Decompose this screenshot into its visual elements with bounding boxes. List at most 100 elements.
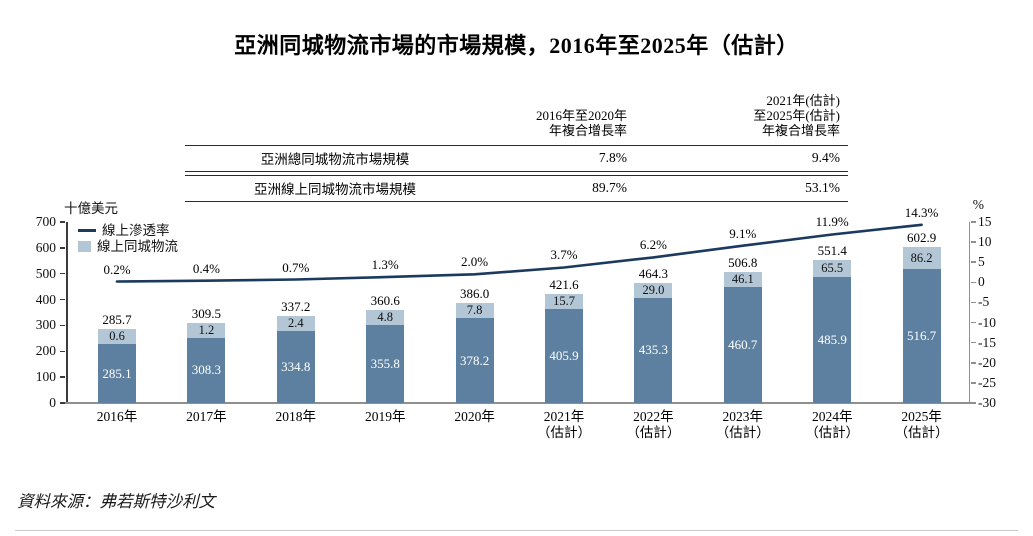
bar-segment-offline: 485.9 [813,277,852,403]
penetration-rate-label: 0.7% [282,259,310,275]
x-axis-category-label: 2024年 （估計） [805,409,860,440]
bar-total-label: 360.6 [370,292,400,308]
bar-offline-value-label: 334.8 [281,358,311,374]
right-axis-tick-label: -15 [978,334,996,350]
bar-offline-value-label: 285.1 [102,365,132,381]
x-axis-category-label: 2016年 [96,409,138,424]
right-axis-tick [971,281,976,284]
penetration-rate-label: 6.2% [639,237,667,253]
x-axis-category-label: 2020年 [454,409,495,424]
penetration-rate-line [115,223,923,283]
bar-segment-offline: 355.8 [366,324,405,403]
stacked-bar: 435.3 29.0 [634,282,673,403]
bar-offline-value-label: 460.7 [728,336,758,352]
source-note: 資料來源：弗若斯特沙利文 [17,492,215,511]
right-axis-tick [971,321,976,324]
legend-label: 線上同城物流 [97,239,178,254]
bar-online-value-label: 7.8 [466,303,483,318]
right-axis-title: % [972,197,984,212]
bar-segment-offline: 334.8 [276,330,315,403]
bar-segment-offline: 516.7 [902,269,941,403]
legend-square-swatch-icon [78,241,91,252]
stacked-bar: 308.3 1.2 [187,322,226,403]
bar-segment-online: 65.5 [813,260,852,278]
right-axis-tick-label: 15 [978,214,992,229]
right-axis-tick-label: 10 [978,234,992,250]
bar-offline-value-label: 405.9 [549,348,579,363]
left-axis-tick-label: 300 [35,317,56,333]
bar-total-label: 309.5 [191,305,222,321]
right-axis-tick [971,402,976,404]
bar-segment-online: 1.2 [187,322,226,338]
left-axis-tick-label: 700 [35,214,56,229]
left-axis-tick-label: 200 [35,343,56,359]
bar-segment-offline: 308.3 [187,337,226,403]
cagr-value: 89.7% [485,175,665,202]
cagr-value: 53.1% [665,175,848,202]
cagr-col-header: 2016年至2020年 年複合增長率 [535,108,627,138]
right-axis-tick [971,382,976,384]
bar-total-label: 551.4 [817,243,847,259]
left-axis-title: 十億美元 [64,201,118,216]
cagr-header-row: 2016年至2020年 年複合增長率 2021年(估計) 至2025年(估計) 年… [185,93,848,142]
right-axis-tick [971,221,976,223]
x-axis-category-label: 2018年 [275,409,317,424]
bar-segment-offline: 285.1 [98,344,136,403]
bar-total-label: 464.3 [638,265,669,281]
left-axis-tick-label: 600 [35,239,56,255]
stacked-bar: 355.8 4.8 [366,309,405,403]
cagr-value: 7.8% [485,145,665,172]
bar-offline-value-label: 435.3 [638,342,669,358]
cagr-table: 2016年至2020年 年複合增長率 2021年(估計) 至2025年(估計) 年… [185,90,848,205]
left-axis-tick [60,402,65,404]
right-axis-line [968,222,970,403]
bar-online-value-label: 1.2 [198,322,215,337]
penetration-rate-label: 0.2% [103,261,131,277]
x-axis-category-label: 2019年 [364,409,406,424]
right-axis-tick-label: -5 [978,294,990,310]
chart-legend: 線上滲透率 線上同城物流 [78,223,178,255]
bar-segment-offline: 435.3 [634,297,673,403]
penetration-rate-label: 14.3% [904,204,939,220]
bar-segment-online: 86.2 [902,247,941,270]
bar-online-value-label: 29.0 [642,282,665,297]
x-axis-category-label: 2021年 （估計） [537,409,591,440]
x-axis-category-label: 2023年 （估計） [715,409,770,440]
bar-online-value-label: 65.5 [821,261,844,276]
bar-segment-offline: 378.2 [455,318,494,403]
cagr-data-row: 亞洲線上同城物流市場規模 89.7% 53.1% [185,175,848,202]
cagr-data-row: 亞洲總同城物流市場規模 7.8% 9.4% [185,145,848,172]
right-axis-tick-label: 5 [978,254,985,270]
legend-line-swatch-icon [78,229,96,232]
bar-segment-online: 7.8 [455,303,494,319]
right-axis-tick-label: -20 [978,354,996,370]
left-axis-tick-label: 500 [35,265,56,281]
right-axis-tick [971,261,976,263]
right-axis-tick [971,341,976,344]
bar-segment-online: 4.8 [366,309,405,325]
bar-online-value-label: 46.1 [731,271,754,286]
left-axis-tick-label: 0 [49,395,56,410]
bar-segment-offline: 405.9 [545,309,583,403]
left-axis-tick [60,376,65,378]
penetration-rate-label: 0.4% [192,260,220,276]
penetration-rate-label: 1.3% [371,257,399,273]
bar-offline-value-label: 485.9 [817,332,847,348]
stacked-bar: 460.7 46.1 [723,271,762,403]
bar-segment-offline: 460.7 [723,286,762,403]
footer-rule [15,530,1018,531]
chart-plot-area: 十億美元 % 線上滲透率 線上同城物流 700 600 500 400 300 200 100… [36,197,996,440]
right-axis-tick [971,301,976,304]
legend-label: 線上滲透率 [102,223,170,238]
left-axis-tick [60,272,65,275]
bar-total-label: 337.2 [281,298,311,314]
bar-segment-online: 0.6 [98,329,136,345]
left-axis-tick [60,247,65,249]
cagr-header-empty [185,93,485,142]
bar-total-label: 602.9 [906,230,937,246]
bar-total-label: 421.6 [549,277,579,292]
stacked-bar: 516.7 86.2 [902,247,941,403]
left-axis-tick [60,324,65,327]
stacked-bar: 485.9 65.5 [813,260,852,403]
